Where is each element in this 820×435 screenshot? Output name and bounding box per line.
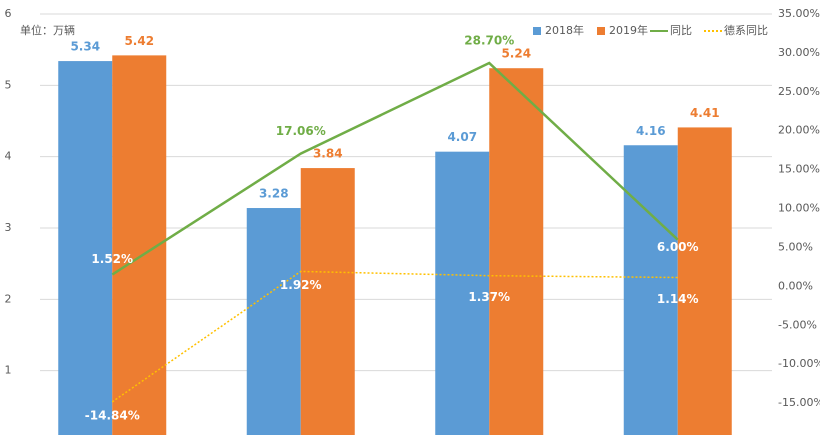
legend-label: 2019年 [609,23,648,37]
y2-tick-label: 25.00% [778,85,820,98]
y-tick-label: 5 [5,78,12,91]
line-value-label: 1.14% [657,292,699,306]
bar [58,61,113,435]
unit-label: 单位：万辆 [20,23,75,37]
line-value-label: 1.52% [91,252,133,266]
legend-swatch [597,27,605,35]
bar-value-label: 4.41 [690,106,720,120]
legend-label: 2018年 [545,23,584,37]
y2-tick-label: -15.00% [778,396,820,409]
bar [677,127,732,435]
y2-tick-label: 0.00% [778,279,813,292]
line-value-label: 6.00% [657,240,699,254]
y-tick-label: 3 [5,221,12,234]
y-tick-label: 2 [5,292,12,305]
bar-value-label: 5.34 [70,40,100,54]
line-value-label: 28.70% [464,34,514,48]
bar [435,151,490,435]
legend-swatch [533,27,541,35]
bar-value-label: 4.16 [636,124,666,138]
line [111,270,678,403]
y2-tick-label: 10.00% [778,202,820,215]
bar-value-label: 3.28 [259,187,289,201]
y-tick-label: 1 [5,364,12,377]
line-value-label: 1.92% [280,278,322,292]
bar-value-label: 5.24 [501,47,531,61]
bar [623,145,678,435]
bar [300,168,355,435]
y2-tick-label: 30.00% [778,46,820,59]
legend-label: 德系同比 [724,23,768,37]
line [111,61,679,276]
bar-value-label: 5.42 [124,34,154,48]
bar-value-label: 3.84 [313,147,343,161]
y-tick-label: 6 [5,7,12,20]
line-value-label: 1.37% [468,290,510,304]
y2-tick-label: 15.00% [778,163,820,176]
y2-tick-label: -10.00% [778,357,820,370]
y2-tick-label: 35.00% [778,7,820,20]
y2-tick-label: 20.00% [778,124,820,137]
y2-tick-label: -5.00% [778,318,817,331]
line-value-label: -14.84% [85,408,140,422]
y2-tick-label: 5.00% [778,240,813,253]
bar [246,208,301,435]
legend-label: 同比 [670,24,692,37]
bar-value-label: 4.07 [447,130,477,144]
bar [489,68,544,435]
line-value-label: 17.06% [276,124,326,138]
y-tick-label: 4 [5,150,12,163]
